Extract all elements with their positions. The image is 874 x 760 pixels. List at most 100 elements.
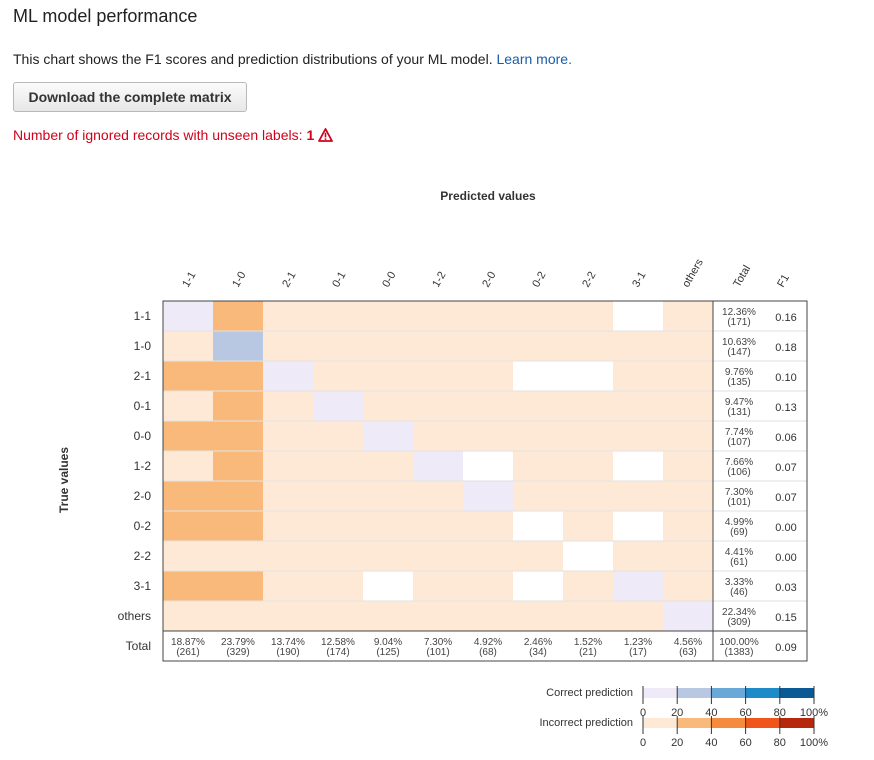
true-label: 2-1: [134, 369, 152, 383]
f1-column-header: F1: [775, 272, 792, 289]
matrix-cell: [563, 571, 613, 601]
matrix-cell: [413, 541, 463, 571]
matrix-cell: [413, 421, 463, 451]
col-total-count: (101): [426, 647, 449, 658]
row-total-count: (106): [727, 467, 750, 478]
row-total-percent: 4.99%: [725, 517, 753, 528]
matrix-cell: [663, 361, 713, 391]
row-total-percent: 9.76%: [725, 367, 753, 378]
matrix-cell: [363, 481, 413, 511]
matrix-cell: [413, 451, 463, 481]
x-axis-label: Predicted values: [440, 189, 536, 203]
incorrect-legend-tick-label: 60: [739, 737, 751, 749]
matrix-cell: [463, 451, 513, 481]
row-f1-score: 0.00: [775, 522, 796, 534]
matrix-cell: [363, 541, 413, 571]
matrix-cell: [613, 511, 663, 541]
matrix-cell: [363, 331, 413, 361]
matrix-cell: [463, 331, 513, 361]
matrix-cell: [263, 301, 313, 331]
matrix-cell: [663, 571, 713, 601]
matrix-cell: [663, 451, 713, 481]
matrix-cell: [663, 391, 713, 421]
col-total-percent: 1.52%: [574, 637, 602, 648]
y-axis-label: True values: [57, 447, 71, 513]
col-total-count: (21): [579, 647, 597, 658]
col-total-percent: 2.46%: [524, 637, 552, 648]
row-f1-score: 0.06: [775, 432, 796, 444]
ignored-records-notice: Number of ignored records with unseen la…: [13, 127, 334, 143]
correct-legend-tick-label: 80: [774, 707, 786, 719]
matrix-cell: [413, 571, 463, 601]
row-total-percent: 7.30%: [725, 487, 753, 498]
matrix-border: [162, 300, 808, 662]
correct-legend-tick-label: 40: [705, 707, 717, 719]
matrix-cell: [313, 601, 363, 631]
correct-legend-tick-label: 100%: [800, 707, 828, 719]
true-label: 2-0: [134, 489, 152, 503]
predicted-label: 0-1: [330, 270, 348, 290]
matrix-cell: [163, 571, 213, 601]
predicted-label: others: [680, 257, 706, 290]
matrix-cell: [663, 481, 713, 511]
predicted-label: 1-1: [180, 270, 198, 290]
matrix-cell: [463, 511, 513, 541]
incorrect-legend-label: Incorrect prediction: [539, 717, 633, 729]
true-label: 0-0: [134, 429, 152, 443]
col-total-percent: 9.04%: [374, 637, 402, 648]
predicted-label: 2-2: [580, 270, 598, 290]
chart-description: This chart shows the F1 scores and predi…: [13, 51, 572, 67]
matrix-cell: [263, 481, 313, 511]
matrix-cell: [563, 331, 613, 361]
col-total-count: (17): [629, 647, 647, 658]
matrix-cell: [213, 391, 263, 421]
true-label: 2-2: [134, 549, 152, 563]
incorrect-legend-tick-label: 40: [705, 737, 717, 749]
learn-more-link[interactable]: Learn more.: [496, 51, 572, 67]
true-label: others: [118, 609, 151, 623]
matrix-cell: [263, 511, 313, 541]
matrix-cell: [513, 361, 563, 391]
matrix-cell: [313, 361, 363, 391]
matrix-cell: [463, 421, 513, 451]
matrix-cell: [163, 301, 213, 331]
predicted-label: 1-0: [230, 270, 248, 290]
warning-triangle-icon: [318, 128, 334, 142]
col-total-count: (125): [376, 647, 399, 658]
matrix-cell: [313, 571, 363, 601]
row-f1-score: 0.16: [775, 312, 796, 324]
matrix-cell: [313, 451, 363, 481]
row-total-percent: 4.41%: [725, 547, 753, 558]
row-f1-score: 0.15: [775, 612, 796, 624]
row-f1-score: 0.10: [775, 372, 796, 384]
matrix-cell: [213, 451, 263, 481]
matrix-cell: [463, 301, 513, 331]
row-total-percent: 9.47%: [725, 397, 753, 408]
matrix-cell: [563, 451, 613, 481]
grand-total-count: (1383): [725, 647, 754, 658]
incorrect-legend-swatch: [745, 718, 780, 728]
correct-legend-tick-label: 20: [671, 707, 683, 719]
matrix-cell: [563, 361, 613, 391]
true-label: 0-1: [134, 399, 152, 413]
matrix-cell: [363, 301, 413, 331]
total-column-header: Total: [731, 263, 753, 289]
row-total-percent: 22.34%: [722, 607, 756, 618]
matrix-cell: [563, 301, 613, 331]
matrix-cell: [213, 361, 263, 391]
matrix-cell: [613, 361, 663, 391]
matrix-cell: [313, 331, 363, 361]
matrix-cell: [513, 481, 563, 511]
predicted-label: 2-0: [480, 270, 498, 290]
matrix-cell: [163, 391, 213, 421]
matrix-cell: [513, 421, 563, 451]
matrix-cell: [163, 601, 213, 631]
correct-legend-label: Correct prediction: [546, 687, 633, 699]
col-total-percent: 13.74%: [271, 637, 305, 648]
download-matrix-button[interactable]: Download the complete matrix: [13, 82, 247, 112]
matrix-cell: [463, 541, 513, 571]
correct-legend-swatch: [711, 688, 746, 698]
correct-legend-swatch: [779, 688, 814, 698]
total-row-label: Total: [126, 639, 151, 653]
